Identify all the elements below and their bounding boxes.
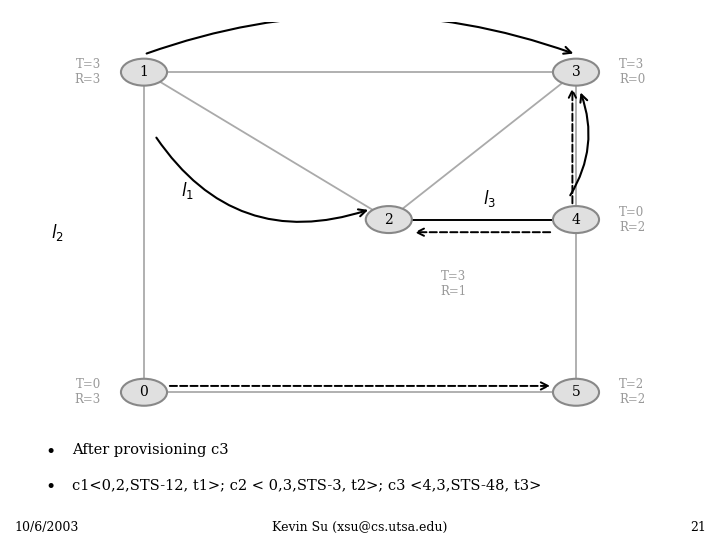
Text: $l_3$: $l_3$: [483, 188, 496, 209]
Text: T=3
R=3: T=3 R=3: [75, 58, 101, 86]
Text: 1: 1: [140, 65, 148, 79]
Text: After provisioning c3: After provisioning c3: [72, 443, 229, 457]
FancyArrowPatch shape: [417, 228, 550, 236]
Circle shape: [553, 379, 599, 406]
Circle shape: [553, 206, 599, 233]
Text: Kevin Su (xsu@cs.utsa.edu): Kevin Su (xsu@cs.utsa.edu): [272, 521, 448, 534]
Text: 4: 4: [572, 213, 580, 227]
Text: 0: 0: [140, 385, 148, 399]
Text: 5: 5: [572, 385, 580, 399]
FancyArrowPatch shape: [570, 94, 588, 195]
Text: •: •: [45, 443, 55, 461]
Text: T=3
R=1: T=3 R=1: [441, 270, 467, 298]
FancyArrowPatch shape: [569, 91, 576, 204]
Text: $l_2$: $l_2$: [51, 222, 64, 242]
Circle shape: [366, 206, 412, 233]
Text: 2: 2: [384, 213, 393, 227]
Circle shape: [121, 59, 167, 86]
Text: T=3
R=0: T=3 R=0: [619, 58, 645, 86]
FancyArrowPatch shape: [170, 382, 548, 389]
Circle shape: [553, 59, 599, 86]
Text: •: •: [45, 478, 55, 496]
Text: T=2
R=2: T=2 R=2: [619, 378, 645, 406]
Text: 21: 21: [690, 521, 706, 534]
Text: c1<0,2,STS-12, t1>; c2 < 0,3,STS-3, t2>; c3 <4,3,STS-48, t3>: c1<0,2,STS-12, t1>; c2 < 0,3,STS-3, t2>;…: [72, 478, 541, 492]
Text: 10/6/2003: 10/6/2003: [14, 521, 78, 534]
Text: 3: 3: [572, 65, 580, 79]
Text: $l_1$: $l_1$: [181, 180, 194, 200]
FancyArrowPatch shape: [147, 15, 571, 53]
Circle shape: [121, 379, 167, 406]
Text: T=0
R=2: T=0 R=2: [619, 206, 645, 234]
FancyArrowPatch shape: [156, 138, 366, 222]
Text: T=0
R=3: T=0 R=3: [75, 378, 101, 406]
